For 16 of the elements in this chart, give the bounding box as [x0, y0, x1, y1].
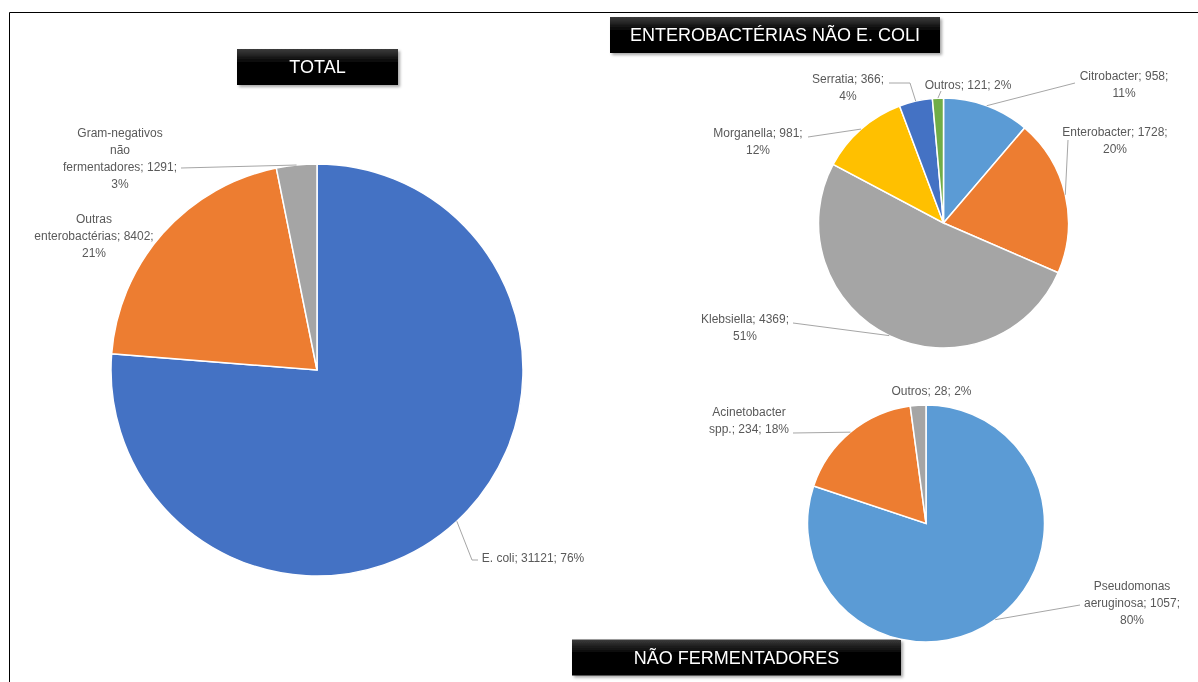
- slice-label: Morganella; 981; 12%: [713, 125, 803, 157]
- slice-label: E. coli; 31121; 76%: [481, 551, 585, 565]
- slice-label: Serratia; 366; 4%: [811, 72, 885, 103]
- slice-label: Outros; 121; 2%: [924, 78, 1012, 92]
- chart-title: TOTAL: [289, 57, 346, 77]
- slice-label: Outros; 28; 2%: [891, 384, 972, 398]
- pie-slice: [807, 404, 1046, 643]
- slice-label: Gram-negativos não fermentadores; 1291; 3%: [62, 126, 178, 191]
- slice-label: Citrobacter; 958; 11%: [1079, 68, 1169, 100]
- slice-label: Pseudomonas aeruginosa; 1057; 80%: [1083, 579, 1181, 627]
- chart-title: ENTEROBACTÉRIAS NÃO E. COLI: [629, 24, 921, 45]
- slice-label: Klebsiella; 4369; 51%: [700, 312, 790, 343]
- text: NÃO FERMENTADORES: [633, 646, 840, 668]
- slice-label: Enterobacter; 1728; 20%: [1062, 125, 1168, 156]
- slice-label: Acinetobacter spp.; 234; 18%: [708, 405, 790, 436]
- slice-label: Outras enterobactérias; 8402; 21%: [34, 212, 154, 260]
